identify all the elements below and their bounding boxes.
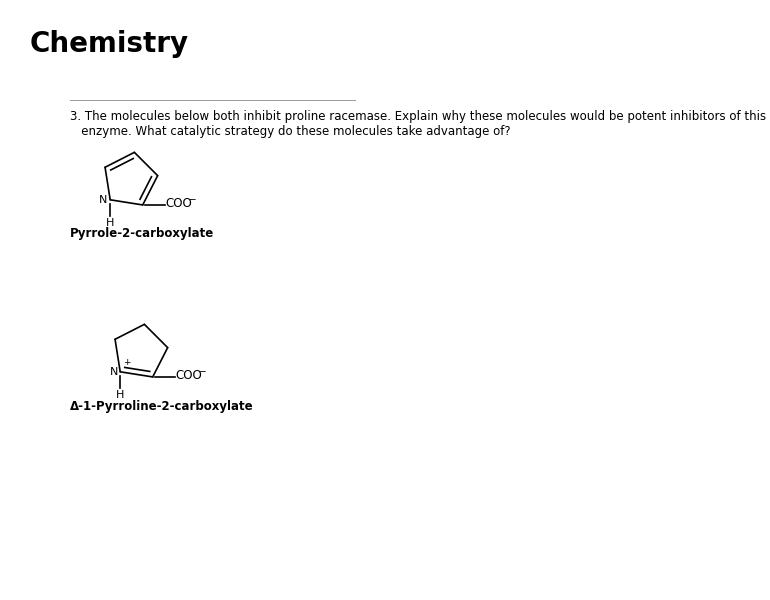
Text: 3. The molecules below both inhibit proline racemase. Explain why these molecule: 3. The molecules below both inhibit prol… <box>70 110 766 123</box>
Text: N: N <box>99 195 107 205</box>
Text: H: H <box>116 390 125 400</box>
Text: N: N <box>110 367 119 377</box>
Text: −: − <box>198 367 206 377</box>
Text: Δ-1-Pyrroline-2-carboxylate: Δ-1-Pyrroline-2-carboxylate <box>70 400 253 413</box>
Text: Pyrrole-2-carboxylate: Pyrrole-2-carboxylate <box>70 227 214 240</box>
Text: Chemistry: Chemistry <box>30 30 189 58</box>
Text: −: − <box>188 195 196 205</box>
Text: COO: COO <box>166 197 192 211</box>
Text: COO: COO <box>176 370 203 382</box>
Text: enzyme. What catalytic strategy do these molecules take advantage of?: enzyme. What catalytic strategy do these… <box>70 125 511 138</box>
Text: +: + <box>123 358 131 367</box>
Text: H: H <box>106 218 115 228</box>
